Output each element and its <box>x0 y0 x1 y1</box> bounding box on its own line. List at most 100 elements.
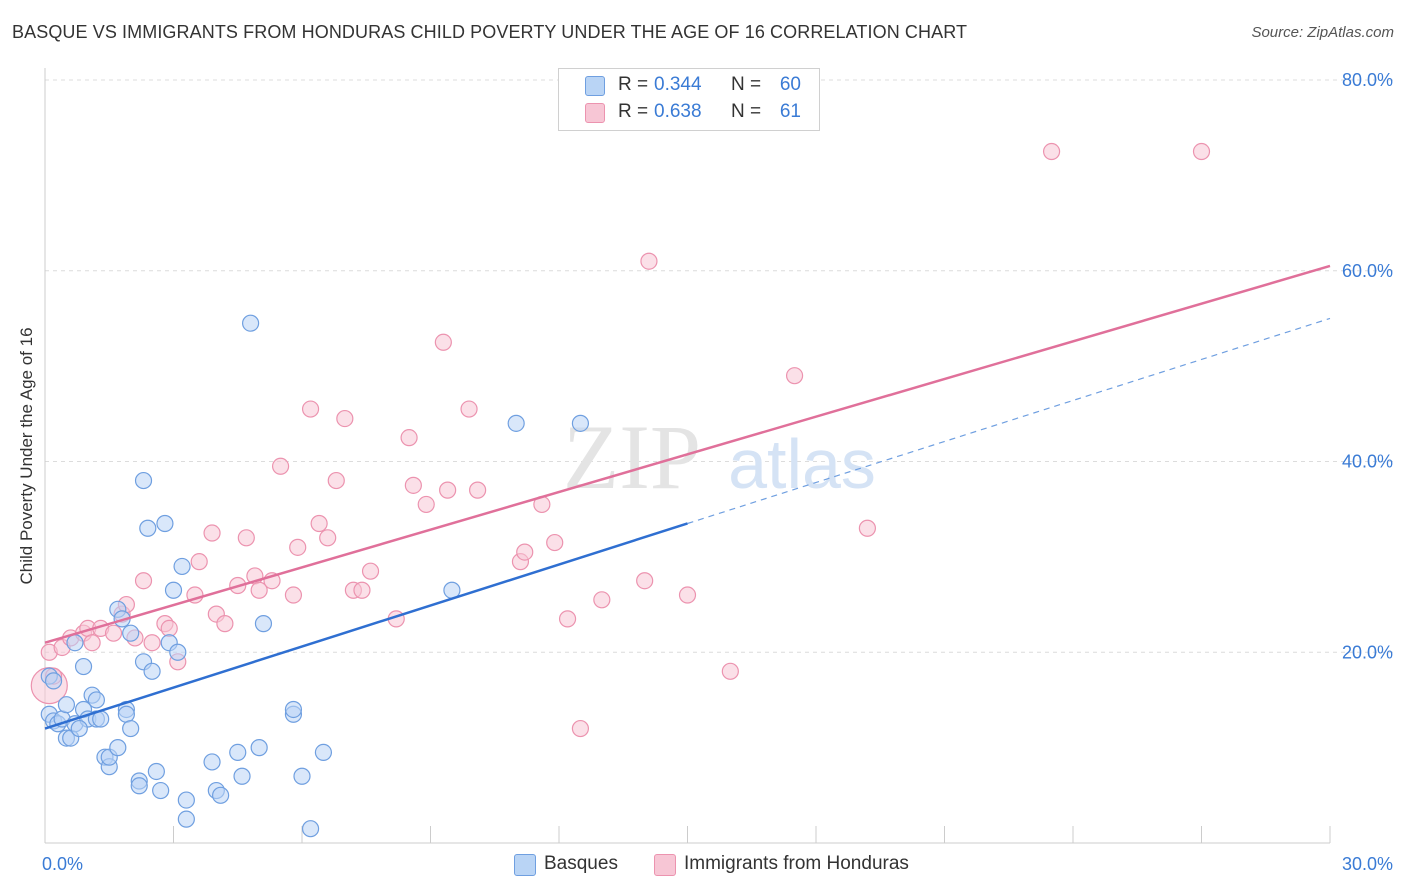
data-point-honduras <box>310 514 328 533</box>
r-value: 0.344 <box>654 74 702 95</box>
r-value: 0.638 <box>654 101 702 122</box>
n-value: 61 <box>779 101 801 122</box>
data-point-honduras <box>284 586 303 604</box>
data-point-basques <box>507 414 525 432</box>
data-point-honduras <box>460 400 478 418</box>
data-point-honduras <box>134 572 153 590</box>
basques-swatch <box>514 854 536 876</box>
data-point-honduras <box>271 457 290 475</box>
data-point-honduras <box>216 615 234 633</box>
data-point-honduras <box>546 533 564 552</box>
data-point-basques <box>147 762 165 781</box>
data-point-basques <box>293 767 311 785</box>
watermark: ZIP atlas <box>563 406 876 508</box>
data-point-honduras <box>336 409 354 428</box>
watermark-atlas: atlas <box>728 425 876 503</box>
legend-label: Immigrants from Honduras <box>684 853 909 874</box>
data-point-basques <box>164 581 183 599</box>
data-point-honduras <box>721 662 739 680</box>
data-point-basques <box>70 719 88 738</box>
y-tick-label: 40.0% <box>1342 452 1393 472</box>
trend-line-honduras <box>44 264 1331 644</box>
data-point-honduras <box>301 400 320 418</box>
data-point-basques <box>117 705 135 723</box>
data-point-basques <box>122 624 140 642</box>
data-point-honduras <box>327 471 345 490</box>
data-point-basques <box>212 786 230 804</box>
data-point-honduras <box>83 634 101 652</box>
x-tick-label: 30.0% <box>1342 854 1393 874</box>
data-point-basques <box>301 820 320 838</box>
data-point-basques <box>143 662 161 680</box>
data-point-honduras <box>558 610 577 628</box>
data-point-basques <box>173 557 191 576</box>
data-point-basques <box>250 739 268 757</box>
data-point-honduras <box>593 591 611 609</box>
data-point-basques <box>571 414 590 432</box>
data-point-honduras <box>516 543 534 561</box>
y-tick-label: 60.0% <box>1342 261 1393 281</box>
data-point-honduras <box>237 529 255 547</box>
data-point-basques <box>169 643 187 661</box>
data-point-basques <box>284 700 303 719</box>
basques-swatch <box>585 76 605 96</box>
data-point-honduras <box>104 624 123 642</box>
data-point-basques <box>177 791 195 809</box>
series-basques <box>40 314 590 838</box>
data-point-honduras <box>640 252 658 270</box>
data-point-basques <box>134 471 153 490</box>
data-point-honduras <box>143 634 161 652</box>
data-point-honduras <box>190 553 208 571</box>
data-point-honduras <box>1192 142 1211 161</box>
data-point-basques <box>229 743 247 761</box>
data-point-honduras <box>1042 142 1061 161</box>
y-tick-label: 20.0% <box>1342 642 1393 662</box>
data-point-honduras <box>289 538 307 556</box>
honduras-swatch <box>585 103 605 123</box>
data-point-basques <box>66 634 84 652</box>
data-point-honduras <box>400 429 418 447</box>
grid-layer <box>45 79 1395 653</box>
trend-lines <box>44 264 1331 730</box>
data-point-honduras <box>203 524 221 542</box>
data-point-basques <box>233 767 251 785</box>
data-point-basques <box>87 691 106 709</box>
data-point-basques <box>177 810 195 828</box>
data-point-basques <box>156 514 174 533</box>
data-point-honduras <box>785 367 804 385</box>
legend-label: Basques <box>544 853 618 874</box>
data-point-basques <box>74 657 93 676</box>
trend-line-basques-extension <box>687 317 1331 525</box>
data-point-honduras <box>434 333 452 351</box>
data-point-honduras <box>319 529 337 547</box>
data-point-honduras <box>404 476 422 494</box>
data-point-honduras <box>571 719 590 738</box>
y-tick-label: 80.0% <box>1342 70 1393 90</box>
data-point-honduras <box>160 619 178 638</box>
chart-source: Source: ZipAtlas.com <box>1251 24 1394 41</box>
data-point-honduras <box>361 562 380 580</box>
n-label: N = <box>731 74 762 95</box>
data-point-honduras <box>353 581 371 599</box>
data-point-basques <box>44 672 63 690</box>
chart-title: BASQUE VS IMMIGRANTS FROM HONDURAS CHILD… <box>12 22 968 42</box>
n-label: N = <box>731 101 762 122</box>
data-point-honduras <box>678 586 697 604</box>
data-point-honduras <box>636 572 654 590</box>
data-point-basques <box>203 753 221 771</box>
data-point-honduras <box>858 519 877 537</box>
data-point-basques <box>122 719 140 738</box>
correlation-legend: R = 0.344 N = 60 R = 0.638 N = 61 <box>558 68 820 131</box>
data-point-honduras <box>439 481 457 499</box>
n-value: 60 <box>779 74 801 95</box>
x-tick-label: 0.0% <box>42 854 83 874</box>
y-axis-label: Child Poverty Under the Age of 16 <box>17 327 36 585</box>
data-point-basques <box>109 739 127 757</box>
trend-line-basques <box>44 522 688 730</box>
data-point-honduras <box>250 581 268 599</box>
r-label: R = <box>618 74 649 95</box>
data-point-honduras <box>469 481 487 499</box>
data-point-basques <box>130 777 148 795</box>
honduras-swatch <box>654 854 676 876</box>
